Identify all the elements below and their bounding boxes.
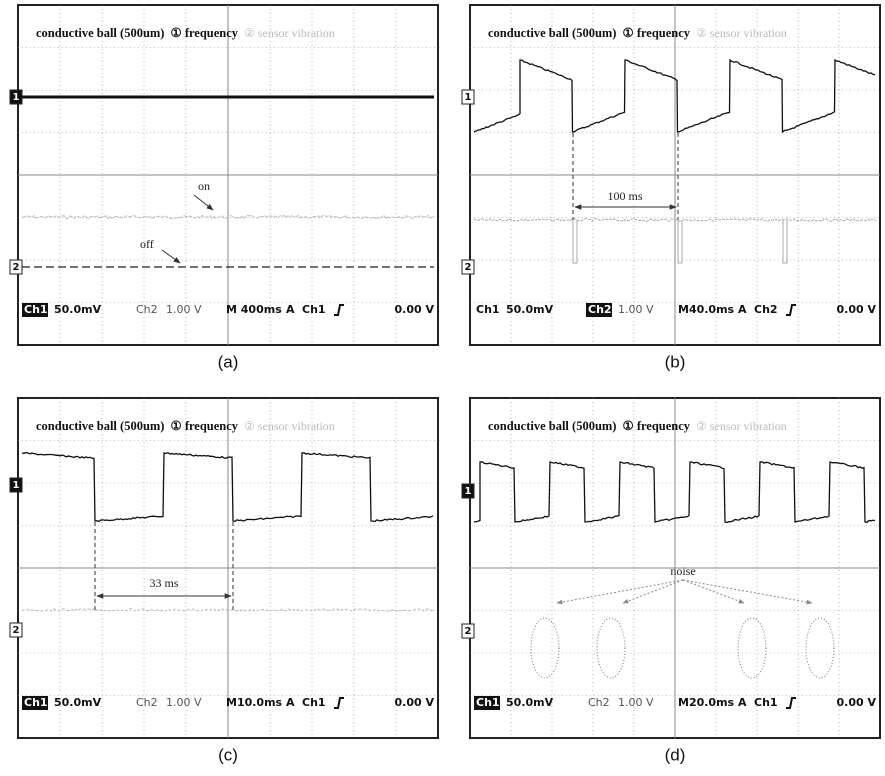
title-part: ① frequency	[622, 419, 690, 433]
timebase: M20.0ms	[678, 696, 735, 709]
trigger-level: 0.00 V	[837, 303, 877, 316]
channel-scale: 50.0mV	[506, 303, 554, 316]
scope-panel: conductive ball (500um) ① frequency ② sens…	[10, 5, 438, 371]
title-part: ② sensor vibration	[244, 419, 335, 433]
panel-title: conductive ball (500um) ① frequency ② sens…	[36, 26, 335, 40]
channel-marker: 1	[465, 92, 472, 103]
channel-scale: 50.0mV	[506, 696, 554, 709]
caption: (c)	[218, 745, 238, 764]
title-part: conductive ball (500um)	[488, 419, 616, 433]
channel-marker: 2	[13, 625, 20, 636]
title-part: ① frequency	[170, 26, 238, 40]
channel-label: Ch2	[588, 696, 610, 709]
trigger-mode: A	[738, 303, 747, 316]
channel-label: Ch1	[24, 303, 48, 316]
title-part: ② sensor vibration	[696, 26, 787, 40]
title-part: ① frequency	[622, 26, 690, 40]
channel-marker: 2	[465, 626, 472, 637]
trigger-level: 0.00 V	[395, 303, 435, 316]
channel-scale: 1.00 V	[166, 696, 202, 709]
channel-marker: 1	[13, 92, 20, 103]
title-part: ② sensor vibration	[696, 419, 787, 433]
trigger-level: 0.00 V	[395, 696, 435, 709]
channel-label: Ch2	[588, 303, 612, 316]
channel-label: Ch1	[476, 303, 500, 316]
annotation: noise	[670, 564, 695, 578]
channel-marker: 1	[13, 480, 20, 491]
trigger-channel: Ch1	[302, 303, 326, 316]
channel-scale: 1.00 V	[618, 696, 654, 709]
caption: (a)	[218, 352, 239, 371]
channel-scale: 1.00 V	[618, 303, 654, 316]
panel-title: conductive ball (500um) ① frequency ② sens…	[36, 419, 335, 433]
title-part: ② sensor vibration	[244, 26, 335, 40]
channel-marker: 2	[465, 262, 472, 273]
annotation: 33 ms	[149, 576, 178, 590]
panel-title: conductive ball (500um) ① frequency ② sens…	[488, 419, 787, 433]
channel-marker: 2	[13, 262, 20, 273]
scope-panel: conductive ball (500um) ① frequency ② sens…	[462, 5, 880, 371]
trigger-mode: A	[286, 696, 295, 709]
title-part: conductive ball (500um)	[488, 26, 616, 40]
trigger-mode: A	[286, 303, 295, 316]
trigger-channel: Ch1	[754, 696, 778, 709]
trigger-mode: A	[738, 696, 747, 709]
channel-label: Ch2	[136, 696, 158, 709]
annotation: 100 ms	[607, 189, 642, 203]
channel-marker: 1	[465, 486, 472, 497]
timebase: M40.0ms	[678, 303, 735, 316]
channel-scale: 1.00 V	[166, 303, 202, 316]
timebase: M10.0ms	[226, 696, 283, 709]
figure: conductive ball (500um) ① frequency ② sens…	[0, 0, 885, 776]
scope-panel: conductive ball (500um) ① frequency ② sens…	[462, 398, 880, 764]
annotation: on	[198, 179, 210, 193]
panel-title: conductive ball (500um) ① frequency ② sens…	[488, 26, 787, 40]
channel-scale: 50.0mV	[54, 696, 102, 709]
caption: (d)	[665, 745, 686, 764]
channel-label: Ch1	[24, 696, 48, 709]
caption: (b)	[665, 352, 686, 371]
channel-scale: 50.0mV	[54, 303, 102, 316]
trigger-channel: Ch2	[754, 303, 778, 316]
trigger-level: 0.00 V	[837, 696, 877, 709]
scope-panel: conductive ball (500um) ① frequency ② sens…	[10, 398, 438, 764]
annotation: off	[140, 237, 154, 251]
timebase: M 400ms	[226, 303, 282, 316]
title-part: ① frequency	[170, 419, 238, 433]
title-part: conductive ball (500um)	[36, 26, 164, 40]
channel-label: Ch2	[136, 303, 158, 316]
trigger-channel: Ch1	[302, 696, 326, 709]
title-part: conductive ball (500um)	[36, 419, 164, 433]
channel-label: Ch1	[476, 696, 500, 709]
